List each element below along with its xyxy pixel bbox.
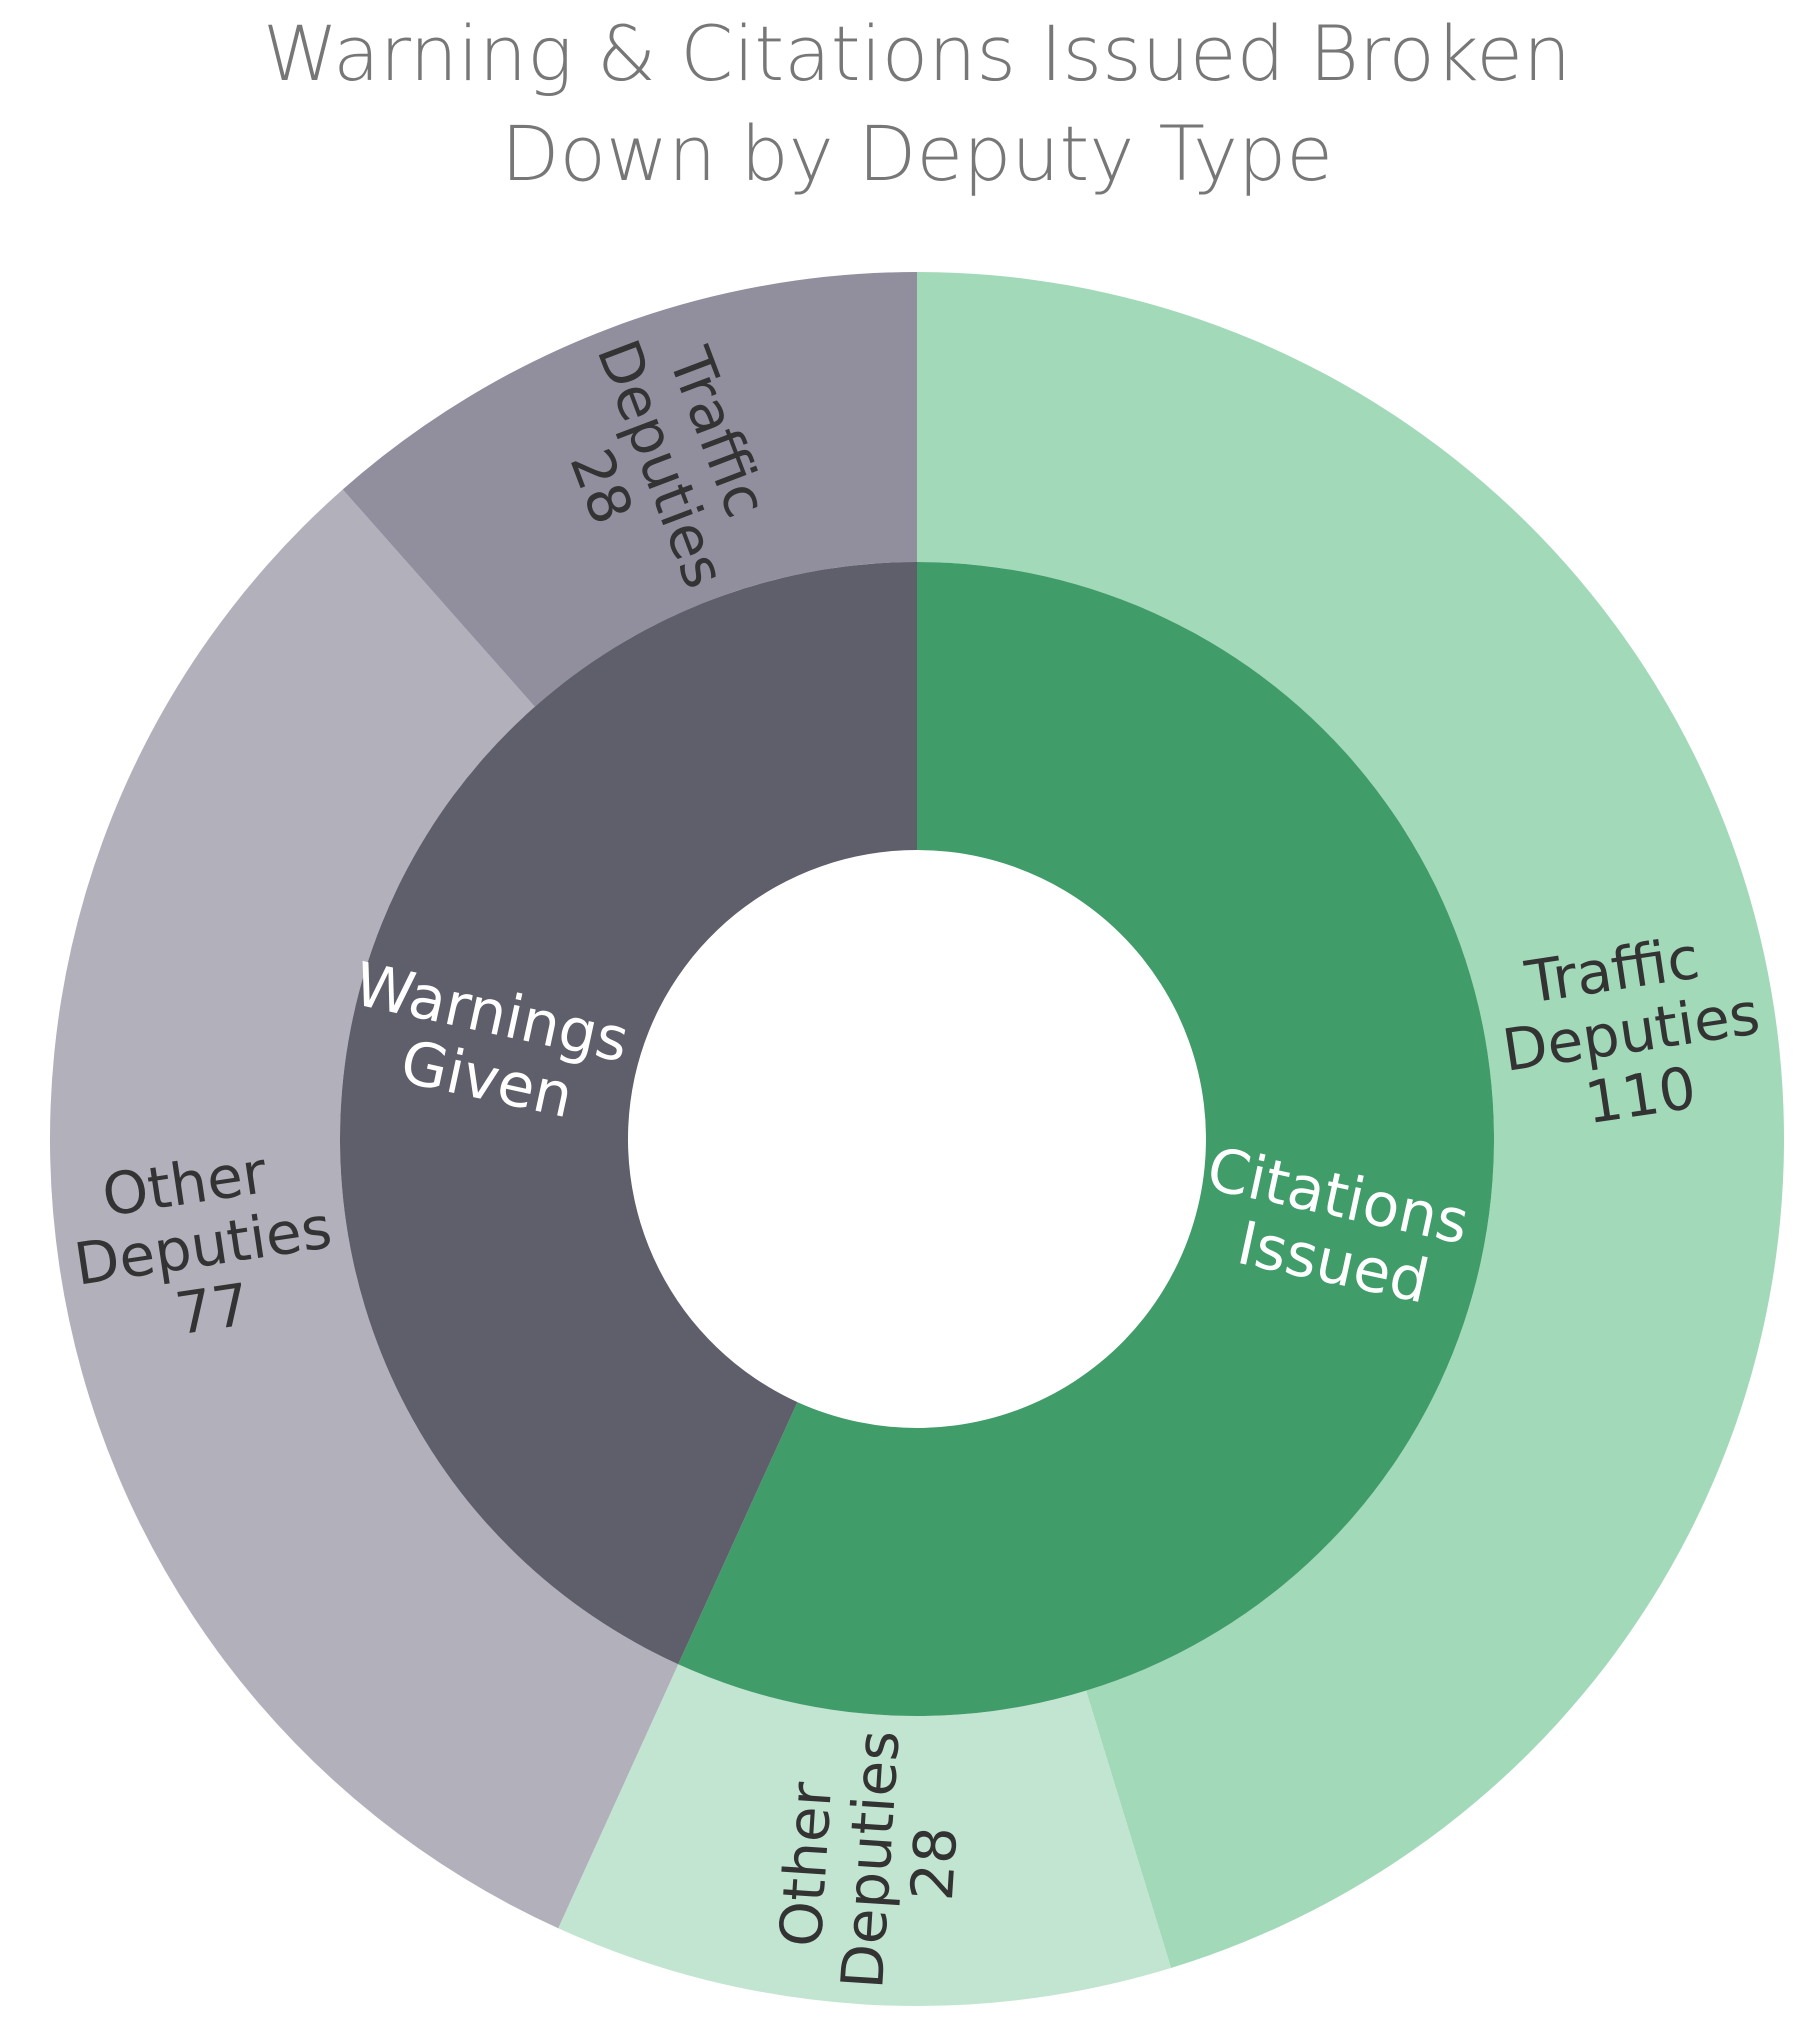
slice-name: Other Deputies [764,1724,912,1991]
chart-title: Down by Deputy Type [501,109,1333,198]
outer-slice [917,272,1784,1968]
outer-slice [558,1664,1172,2006]
inner-slice [678,562,1495,1716]
outer-slice [50,489,679,1929]
outer-slice [342,272,917,707]
slice-value: 28 [898,1825,971,1903]
slice-value: 77 [171,1270,254,1348]
slice-value: 110 [1581,1054,1701,1138]
chart-title: Warning & Citations Issued Broken [263,9,1571,98]
inner-slice [340,562,917,1665]
